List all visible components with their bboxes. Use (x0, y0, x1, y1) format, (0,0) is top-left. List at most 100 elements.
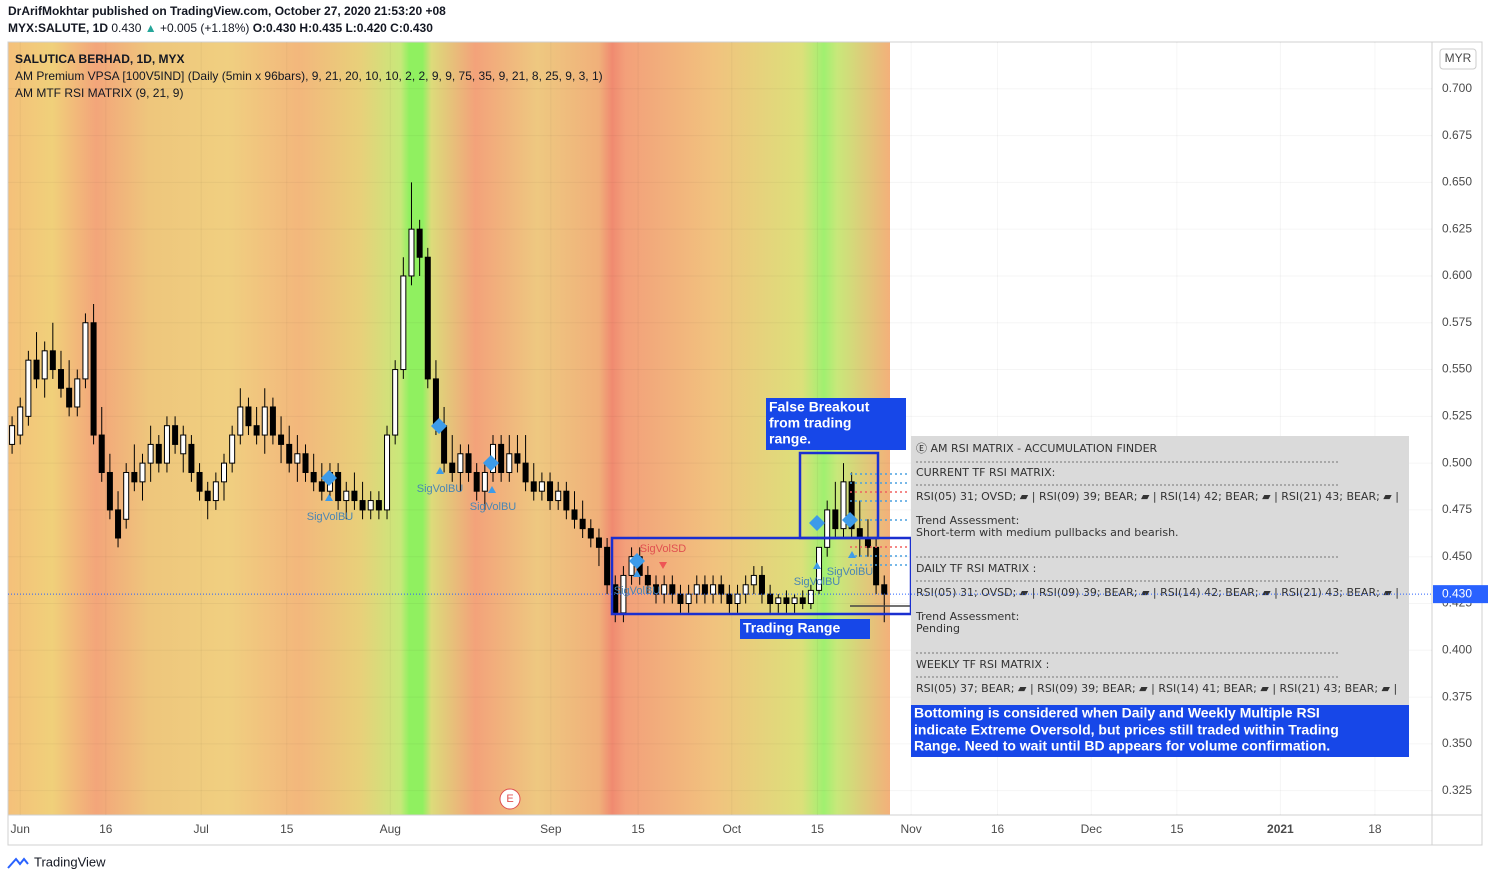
y-tick-label: 0.575 (1442, 315, 1472, 329)
candle-body (563, 490, 570, 511)
candle-body (685, 593, 692, 605)
panel-row: RSI(05) 37; BEAR; ▰ | RSI(09) 39; BEAR; … (916, 682, 1397, 695)
panel-heading: CURRENT TF RSI MATRIX: (916, 466, 1055, 479)
candle-body (783, 597, 790, 605)
panel-row: RSI(05) 31; OVSD; ▰ | RSI(09) 39; BEAR; … (916, 490, 1399, 503)
note-box (766, 398, 906, 450)
y-tick-label: 0.625 (1442, 221, 1472, 235)
y-tick-label: 0.675 (1442, 128, 1472, 142)
candle-body (555, 490, 562, 502)
candle-body (465, 453, 472, 473)
candle-body (115, 509, 122, 539)
rsi-heatmap (8, 42, 890, 815)
candle-body (163, 425, 170, 464)
earnings-marker[interactable] (499, 788, 521, 810)
note-text: from trading (769, 415, 851, 431)
open: O:0.430 (253, 21, 297, 35)
y-tick-label: 0.700 (1442, 81, 1472, 95)
candle-body (82, 322, 89, 380)
candle-body (726, 593, 733, 605)
x-tick-label: Aug (380, 822, 401, 836)
chart-frame (7, 41, 1483, 846)
candle-body (261, 406, 268, 436)
x-tick-label: 15 (811, 822, 825, 836)
candle-body (506, 453, 513, 473)
candle-body (335, 471, 342, 502)
last-price-box (1433, 585, 1488, 604)
candle-body (514, 453, 521, 464)
signal-label: SigVolSD (640, 543, 687, 555)
x-tick-label: Oct (722, 822, 741, 836)
rsi-panel (911, 436, 1409, 705)
candle-body (767, 593, 774, 605)
signal-label: SigVolBU (307, 511, 354, 523)
candle-body (310, 471, 317, 483)
legend-indicator: AM MTF RSI MATRIX (9, 21, 9) (15, 86, 183, 100)
candle-body (856, 528, 863, 539)
candle-body (180, 434, 187, 455)
candle-body (595, 537, 602, 548)
candle-body (644, 574, 651, 586)
candle-body (9, 425, 16, 445)
breakout-box (798, 451, 880, 540)
candle-body (172, 425, 179, 445)
candle-body (155, 443, 162, 464)
x-tick-label: 15 (631, 822, 645, 836)
candle-body (799, 597, 806, 605)
candle-body (106, 471, 113, 511)
candle-body (294, 453, 301, 464)
candle-body (873, 546, 880, 586)
candle-body (571, 509, 578, 520)
last-price-label: 0.430 (1442, 586, 1472, 600)
x-tick-label: 16 (99, 822, 113, 836)
currency: MYR (1445, 51, 1472, 65)
candle-body (824, 509, 831, 548)
high: H:0.435 (299, 21, 342, 35)
currency-box[interactable] (1439, 48, 1477, 70)
footer-brand: TradingView (34, 854, 106, 869)
candle-body (473, 471, 480, 492)
panel-title-text: AM RSI MATRIX - ACCUMULATION FINDER (931, 442, 1158, 455)
panel-text: Trend Assessment: (915, 514, 1019, 527)
note-box (911, 705, 1409, 757)
candle-body (351, 490, 358, 502)
candle-body (57, 369, 64, 389)
candle-body (131, 471, 138, 483)
publisher: DrArifMokhtar published on TradingView.c… (8, 4, 446, 18)
signal-label: SigVolBU (470, 501, 517, 513)
legend-symbol: SALUTICA BERHAD, 1D, MYX (15, 52, 185, 66)
candle-body (367, 500, 374, 511)
candle-body (441, 425, 448, 464)
candle-body (775, 597, 782, 605)
y-tick-label: 0.500 (1442, 455, 1472, 469)
logo (7, 857, 29, 869)
candle-body (400, 275, 407, 371)
candle-body (66, 387, 73, 408)
candle-body (424, 256, 431, 380)
candle-body (318, 481, 325, 492)
candle-body (90, 322, 97, 436)
candle-body (701, 584, 708, 595)
note-text: Trading Range (743, 620, 840, 636)
candle-body (530, 481, 537, 492)
candle-body (204, 490, 211, 502)
candle-body (718, 584, 725, 595)
candle-body (49, 350, 56, 371)
candle-body (522, 462, 529, 483)
candle-body (237, 406, 244, 436)
legend-indicator: AM Premium VPSA [100V5IND] (Daily (5min … (15, 69, 603, 83)
earnings-label: E (506, 793, 513, 805)
candle-body (17, 406, 24, 436)
candle-body (547, 481, 554, 502)
candle-body (416, 228, 423, 258)
candle-body (33, 359, 40, 380)
y-tick-label: 0.400 (1442, 642, 1472, 656)
last: 0.430 (111, 21, 141, 35)
note-box (740, 619, 870, 639)
candle-body (758, 574, 765, 595)
candle-body (123, 471, 130, 520)
candle-body (188, 443, 195, 473)
candle-body (498, 443, 505, 473)
x-tick-label: 15 (280, 822, 294, 836)
candle-body (628, 556, 635, 576)
